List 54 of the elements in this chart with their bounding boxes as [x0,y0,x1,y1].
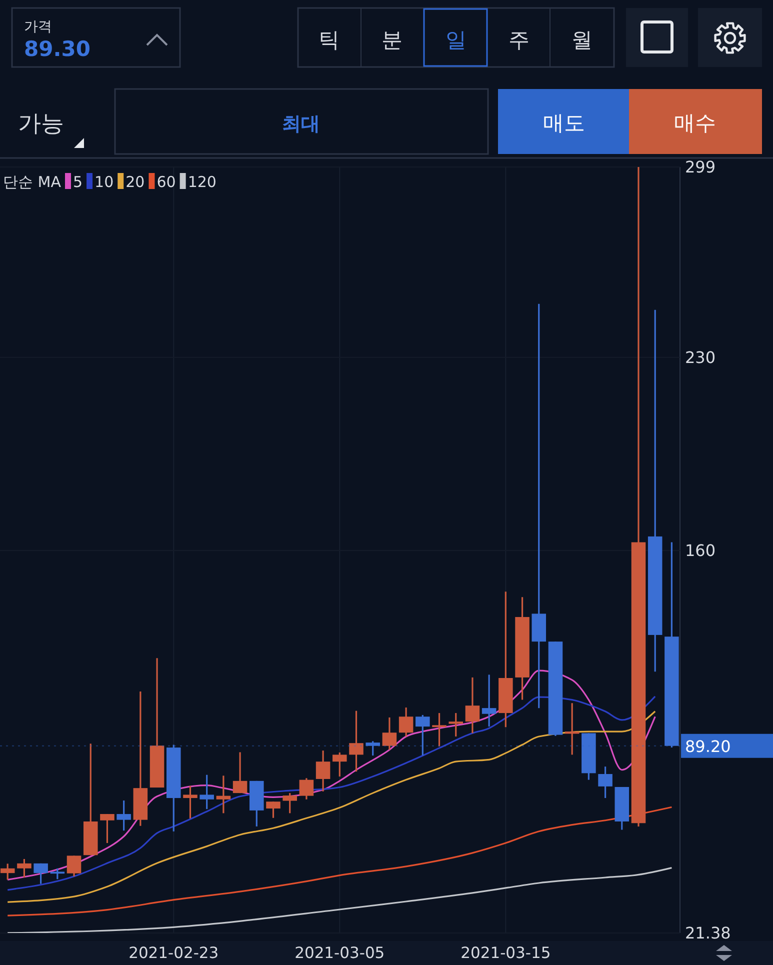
legend-label: 120 [188,173,216,191]
y-tick-label: 21.38 [685,924,731,943]
candlestick [448,712,464,738]
candlestick [465,676,480,734]
candlestick [116,800,131,832]
candlestick [0,862,15,880]
candlestick [366,740,380,756]
legend-title: 단순 MA [3,173,62,191]
candlestick [216,774,231,814]
y-tick-label: 230 [685,348,716,367]
candlestick [232,751,248,794]
text: 일 [446,28,466,52]
candlestick [266,800,280,819]
candlestick [66,854,82,878]
ref-line-label: 89.20 [685,736,731,756]
candlestick [282,792,297,814]
candlestick [17,858,32,878]
text: 주 [508,28,530,52]
y-tick-label: 160 [685,541,716,560]
candlestick [100,813,114,844]
text: 가능 [18,111,64,137]
candlestick [598,766,612,799]
candlestick [416,714,430,756]
text: 매도 [543,111,585,135]
candlestick [532,303,546,709]
line-series [6,867,672,933]
candlestick [316,750,330,792]
candlestick [382,716,397,751]
x-tick-label: 2021-02-23 [128,944,219,962]
candlestick [398,706,414,738]
x-tick-label: 2021-03-15 [460,944,551,962]
legend-label: 20 [126,173,145,191]
candlestick [332,752,347,778]
candlestick [34,862,48,885]
legend-label: 10 [94,173,114,191]
candlestick [183,785,198,820]
candlestick [50,868,65,880]
legend-label: 5 [72,173,83,191]
candlestick [349,710,364,772]
text: 월 [572,28,592,52]
text: 틱 [318,28,340,52]
text: 최대 [282,113,320,135]
candlestick [482,674,496,728]
text: 분 [382,28,402,52]
text: 매수 [674,111,716,135]
y-tick-label: 299 [685,158,716,177]
candlestick [432,712,446,748]
text: 89.30 [24,37,90,61]
x-tick-label: 2021-03-05 [294,944,385,962]
candlestick [299,777,314,800]
line-series [6,806,672,916]
legend-label: 60 [156,173,176,191]
text: 가격 [24,19,52,35]
candlestick [200,774,214,810]
